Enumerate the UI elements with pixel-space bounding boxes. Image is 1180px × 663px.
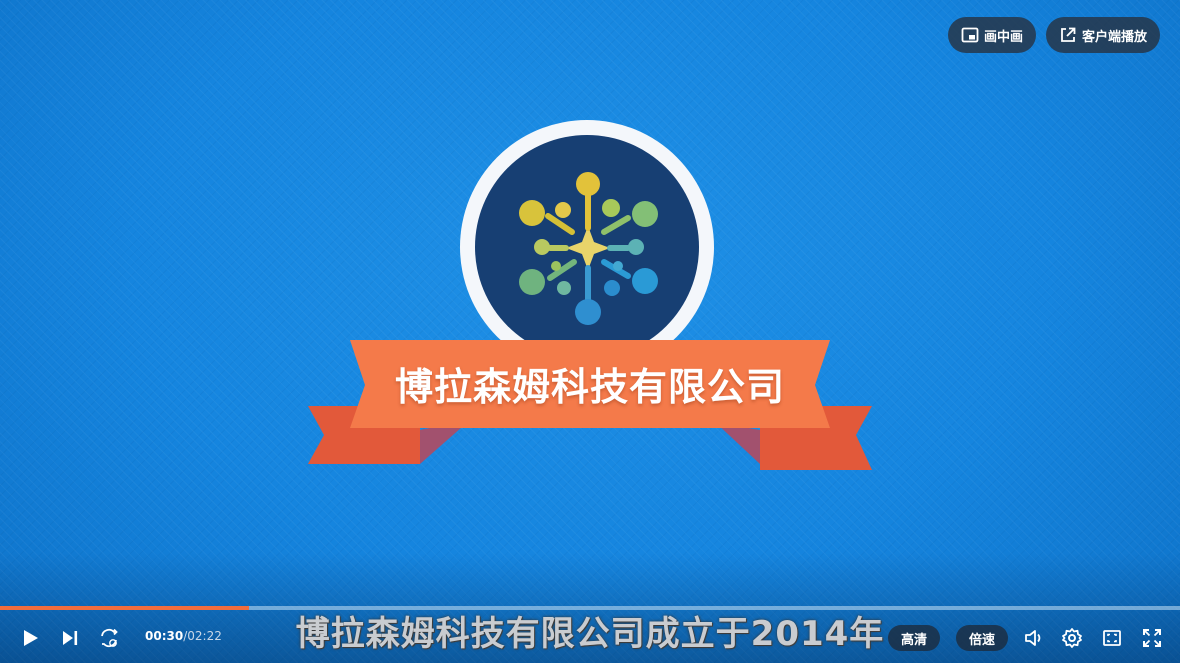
web-fullscreen-button[interactable] — [1098, 612, 1126, 663]
fullscreen-icon — [1143, 628, 1161, 647]
loop-icon — [101, 628, 118, 647]
duration: 02:22 — [187, 629, 222, 643]
external-link-icon — [1061, 27, 1076, 42]
fullscreen-window-icon — [1103, 629, 1121, 646]
play-button[interactable] — [16, 612, 44, 663]
pip-button[interactable]: 画中画 — [947, 17, 1036, 53]
settings-button[interactable] — [1058, 612, 1086, 663]
progress-played — [0, 606, 249, 610]
play-icon — [24, 629, 38, 646]
fullscreen-button[interactable] — [1138, 612, 1166, 663]
quality-label: 高清 — [900, 632, 927, 648]
speed-button[interactable]: 倍速 — [956, 625, 1008, 651]
time-display: 00:30/02:22 — [145, 629, 222, 643]
next-icon — [63, 630, 78, 645]
control-bar: 00:30/02:22 高清 倍速 — [0, 612, 1180, 663]
company-logo — [308, 120, 872, 470]
speed-label: 倍速 — [968, 632, 995, 648]
next-button[interactable] — [56, 612, 84, 663]
client-play-button[interactable]: 客户端播放 — [1045, 17, 1160, 53]
pip-label: 画中画 — [983, 29, 1023, 45]
ribbon-title: 博拉森姆科技有限公司 — [394, 365, 785, 409]
settings-icon — [1062, 627, 1082, 648]
progress-bar[interactable] — [0, 606, 1180, 610]
quality-button[interactable]: 高清 — [888, 625, 940, 651]
pip-icon — [961, 27, 979, 43]
client-play-label: 客户端播放 — [1081, 29, 1147, 45]
volume-icon — [1025, 629, 1041, 646]
loop-button[interactable] — [95, 612, 123, 663]
time-separator: / — [183, 629, 188, 643]
volume-button[interactable] — [1020, 612, 1048, 663]
current-time: 00:30 — [145, 629, 184, 643]
